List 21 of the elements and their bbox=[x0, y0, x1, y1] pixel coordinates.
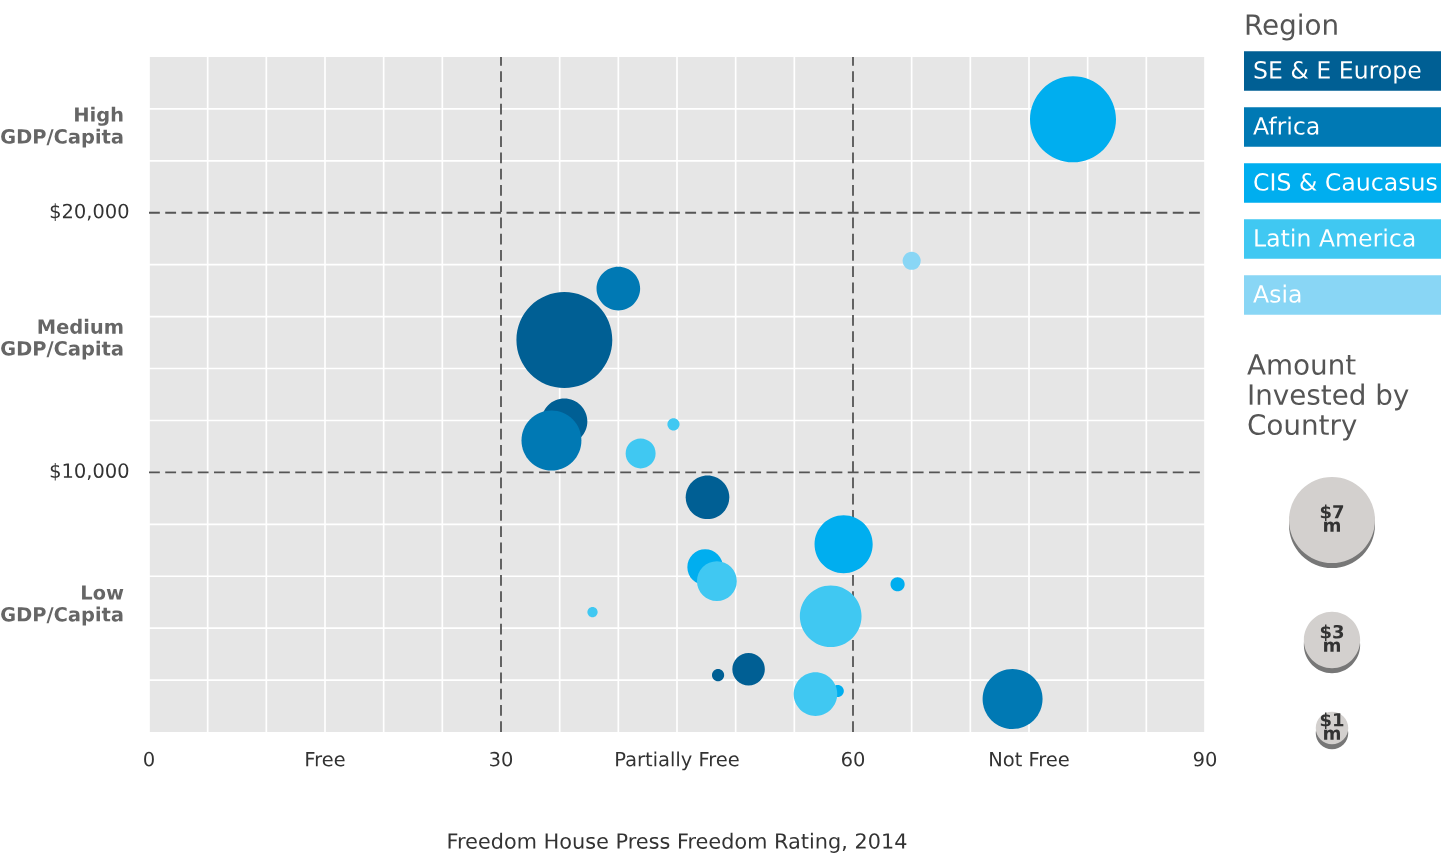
ref-line-label: 60 bbox=[841, 751, 865, 767]
text: Low GDP/Capita bbox=[1, 585, 124, 626]
text: Medium GDP/Capita bbox=[1, 318, 123, 360]
x-tick-label: Not Free bbox=[990, 752, 1069, 767]
ref-line-label: $20,000 bbox=[50, 203, 129, 221]
ref-line-label: 30 bbox=[490, 751, 513, 767]
text: Asia bbox=[1253, 284, 1301, 303]
text: Africa bbox=[1253, 116, 1319, 135]
legend-title: Region bbox=[1246, 13, 1337, 41]
ref-line-label: $10,000 bbox=[50, 462, 129, 481]
x-tick-label: 0 bbox=[144, 751, 154, 767]
text: High GDP/Capita bbox=[1, 106, 123, 148]
text: CIS & Caucasus bbox=[1254, 172, 1437, 191]
legend-label: $1 m bbox=[1320, 712, 1344, 740]
x-tick-label: Free bbox=[306, 752, 345, 767]
text: Latin America bbox=[1255, 228, 1415, 247]
x-axis-title: Freedom House Press Freedom Rating, 2014 bbox=[448, 832, 907, 853]
x-tick-label: Partially Free bbox=[616, 751, 739, 771]
text: Amount Invested by Country bbox=[1247, 354, 1409, 441]
text: SE & E Europe bbox=[1254, 60, 1421, 84]
x-tick-label: 90 bbox=[1193, 751, 1217, 767]
